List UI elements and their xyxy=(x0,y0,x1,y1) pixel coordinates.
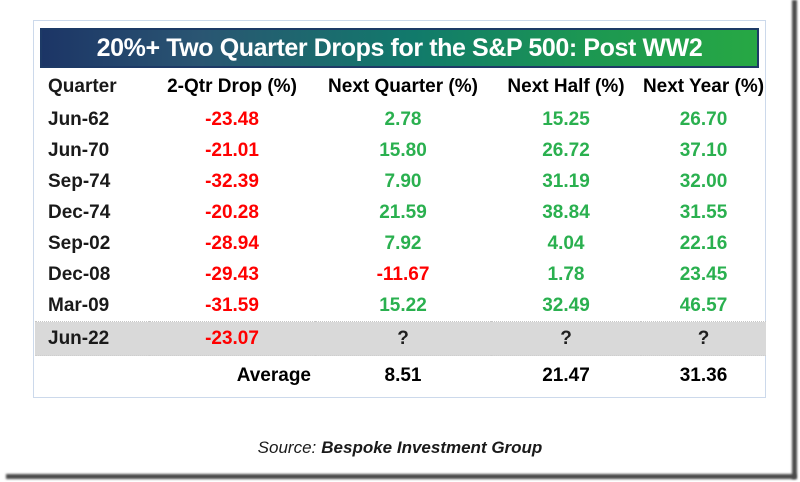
next-quarter-cell: 21.59 xyxy=(379,201,427,223)
col-header-next-year: Next Year (%) xyxy=(642,76,765,97)
average-label: Average xyxy=(236,365,311,386)
next-year-cell: ? xyxy=(641,321,766,356)
next-quarter-cell: -11.67 xyxy=(376,263,430,285)
next-year-cell: 46.57 xyxy=(679,294,728,316)
quarter-cell: Sep-74 xyxy=(48,170,111,192)
drop-cell: -32.39 xyxy=(205,170,259,192)
drop-cell: -29.43 xyxy=(205,263,259,285)
next-quarter-cell: ? xyxy=(315,321,491,356)
table-card: 20%+ Two Quarter Drops for the S&P 500: … xyxy=(33,20,766,398)
table-row-highlighted: Jun-22 -23.07 ? ? ? xyxy=(35,321,766,356)
next-half-cell: 31.19 xyxy=(542,170,590,192)
table-title: 20%+ Two Quarter Drops for the S&P 500: … xyxy=(96,33,703,62)
next-year-cell: 37.10 xyxy=(679,139,728,161)
drop-cell: -23.07 xyxy=(149,321,315,356)
average-next-quarter: 8.51 xyxy=(384,365,422,386)
next-quarter-cell: 7.92 xyxy=(384,232,422,254)
average-next-half: 21.47 xyxy=(542,365,590,386)
drop-cell: -23.48 xyxy=(205,108,259,130)
drop-cell: -21.01 xyxy=(205,139,259,161)
source-line: Source: Bespoke Investment Group xyxy=(0,438,800,458)
next-half-cell: 15.25 xyxy=(542,108,590,130)
average-row: Average 8.51 21.47 31.36 xyxy=(35,356,766,397)
next-half-cell: 1.78 xyxy=(547,263,585,285)
shadow-right-edge xyxy=(792,0,797,479)
col-header-2qtr-drop: 2-Qtr Drop (%) xyxy=(167,76,297,97)
next-year-cell: 32.00 xyxy=(679,170,728,192)
quarter-cell: Jun-70 xyxy=(48,139,110,161)
quarter-cell: Dec-74 xyxy=(48,201,111,223)
shadow-bottom-edge xyxy=(6,474,796,479)
next-half-cell: ? xyxy=(491,321,641,356)
next-year-cell: 26.70 xyxy=(679,108,728,130)
quarter-cell: Sep-02 xyxy=(48,232,111,254)
drop-cell: -20.28 xyxy=(205,201,259,223)
quarter-cell: Jun-22 xyxy=(35,321,149,356)
next-year-cell: 22.16 xyxy=(679,232,728,254)
next-quarter-cell: 15.80 xyxy=(379,139,427,161)
source-prefix: Source: xyxy=(257,438,317,457)
table-title-bar: 20%+ Two Quarter Drops for the S&P 500: … xyxy=(40,28,759,68)
next-year-cell: 23.45 xyxy=(679,263,728,285)
next-half-cell: 26.72 xyxy=(542,139,590,161)
table-row: Jun-70 -21.01 15.80 26.72 37.10 xyxy=(35,135,766,166)
next-half-cell: 4.04 xyxy=(547,232,585,254)
col-header-next-half: Next Half (%) xyxy=(507,76,625,97)
source-name: Bespoke Investment Group xyxy=(321,438,543,457)
drop-cell: -31.59 xyxy=(205,294,259,316)
next-quarter-cell: 7.90 xyxy=(384,170,422,192)
col-header-quarter: Quarter xyxy=(48,76,117,97)
table-row: Mar-09 -31.59 15.22 32.49 46.57 xyxy=(35,290,766,322)
average-next-year: 31.36 xyxy=(679,365,728,386)
table-row: Dec-08 -29.43 -11.67 1.78 23.45 xyxy=(35,259,766,290)
table-row: Dec-74 -20.28 21.59 38.84 31.55 xyxy=(35,197,766,228)
next-quarter-cell: 15.22 xyxy=(379,294,427,316)
table-row: Sep-74 -32.39 7.90 31.19 32.00 xyxy=(35,166,766,197)
quarter-cell: Dec-08 xyxy=(48,263,111,285)
table-row: Sep-02 -28.94 7.92 4.04 22.16 xyxy=(35,228,766,259)
average-empty-cell xyxy=(35,356,149,397)
next-half-cell: 32.49 xyxy=(542,294,590,316)
next-half-cell: 38.84 xyxy=(542,201,590,223)
drop-cell: -28.94 xyxy=(205,232,259,254)
next-year-cell: 31.55 xyxy=(679,201,728,223)
header-row: Quarter 2-Qtr Drop (%) Next Quarter (%) … xyxy=(35,70,766,104)
quarter-cell: Jun-62 xyxy=(48,108,110,130)
col-header-next-quarter: Next Quarter (%) xyxy=(328,76,478,97)
table-row: Jun-62 -23.48 2.78 15.25 26.70 xyxy=(35,104,766,135)
drops-table: Quarter 2-Qtr Drop (%) Next Quarter (%) … xyxy=(35,70,766,396)
quarter-cell: Mar-09 xyxy=(48,294,110,316)
next-quarter-cell: 2.78 xyxy=(384,108,422,130)
